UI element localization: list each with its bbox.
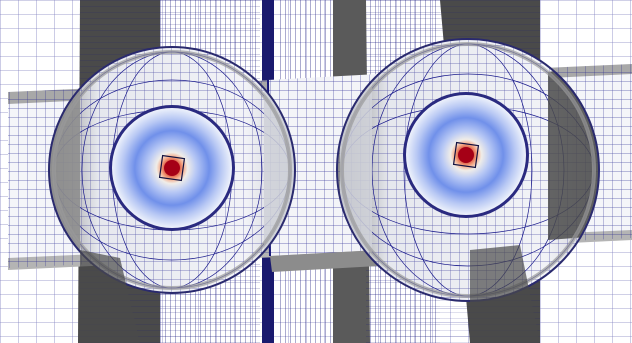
right-field-disc [403,92,529,218]
lower-patches [80,245,540,343]
left-field-disc [109,105,235,231]
